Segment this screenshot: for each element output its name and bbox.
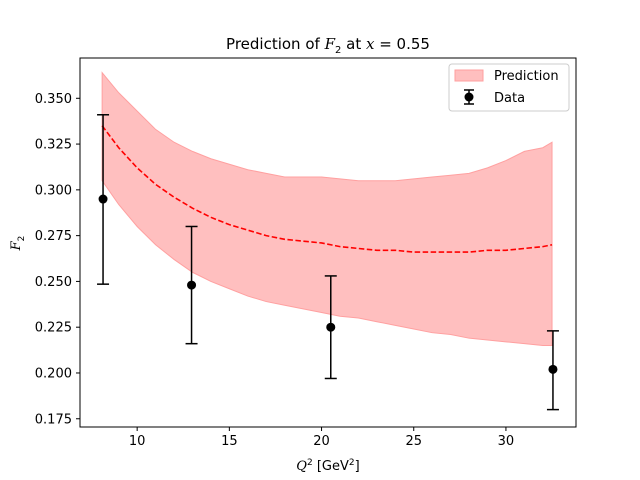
x-tick-label: 10: [129, 434, 146, 449]
y-tick-label: 0.225: [35, 321, 72, 336]
y-tick-label: 0.200: [35, 366, 72, 381]
plot-area: [97, 71, 559, 411]
x-axis: 10 15 20 25 30: [129, 427, 514, 449]
data-marker: [187, 280, 197, 290]
data-marker: [326, 322, 336, 332]
chart-title: Prediction of F2 at x = 0.55: [226, 35, 430, 56]
y-tick-label: 0.300: [35, 183, 72, 198]
data-point: [546, 330, 559, 411]
y-tick-label: 0.175: [35, 412, 72, 427]
y-tick-label: 0.275: [35, 229, 72, 244]
x-tick-label: 15: [221, 434, 238, 449]
x-tick-label: 20: [313, 434, 330, 449]
legend-data-label: Data: [494, 91, 525, 106]
legend: Prediction Data: [448, 63, 570, 112]
prediction-band: [101, 71, 553, 347]
prediction-line: [101, 125, 553, 253]
y-tick-label: 0.250: [35, 275, 72, 290]
y-axis: 0.175 0.200 0.225 0.250 0.275 0.300 0.325 0.350: [35, 92, 80, 427]
axes-frame: [79, 57, 577, 428]
legend-prediction-label: Prediction: [494, 69, 559, 84]
y-tick-label: 0.350: [35, 92, 72, 107]
data-marker: [98, 194, 108, 204]
data-point: [324, 275, 337, 380]
x-tick-label: 30: [498, 434, 515, 449]
x-tick-label: 25: [405, 434, 422, 449]
y-axis-label: F2: [9, 236, 27, 252]
legend-data-marker: [464, 92, 474, 102]
data-point: [97, 114, 110, 285]
y-tick-label: 0.325: [35, 138, 72, 153]
data-marker: [548, 364, 558, 374]
data-point: [185, 225, 198, 345]
x-axis-label: Q2 [GeV2]: [296, 458, 359, 474]
legend-prediction-swatch: [454, 69, 484, 82]
